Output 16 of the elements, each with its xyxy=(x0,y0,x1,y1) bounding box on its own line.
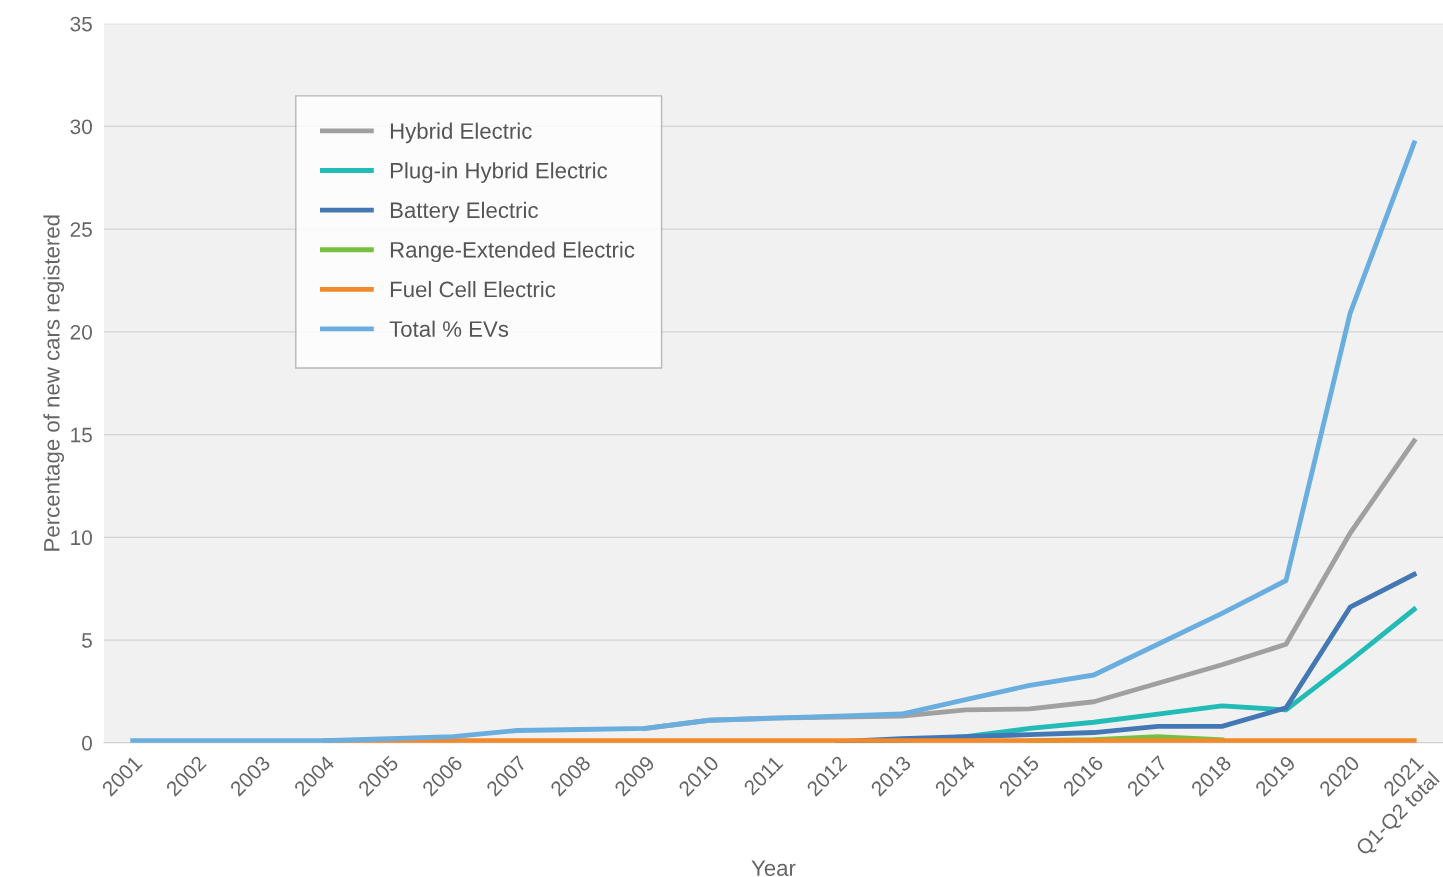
y-tick-label: 15 xyxy=(71,427,92,443)
legend-label: Total % EVs xyxy=(389,320,509,337)
y-tick-label: 30 xyxy=(70,119,92,135)
y-tick-label: 20 xyxy=(70,324,92,340)
legend-label: Range-Extended Electric xyxy=(390,241,635,263)
y-tick-label: 5 xyxy=(82,633,92,648)
y-tick-label: 0 xyxy=(82,735,92,751)
y-tick-label: 25 xyxy=(70,222,92,237)
legend-label: Hybrid Electric xyxy=(390,122,532,144)
legend-label: Fuel Cell Electric xyxy=(390,281,556,298)
x-axis-title: Year xyxy=(751,860,796,876)
y-tick-label: 10 xyxy=(71,530,92,546)
legend-label: Battery Electric xyxy=(390,201,538,223)
legend-label: Plug-in Hybrid Electric xyxy=(390,162,608,183)
y-tick-label: 35 xyxy=(70,16,92,32)
y-axis-title: Percentage of new cars registered xyxy=(43,215,65,551)
